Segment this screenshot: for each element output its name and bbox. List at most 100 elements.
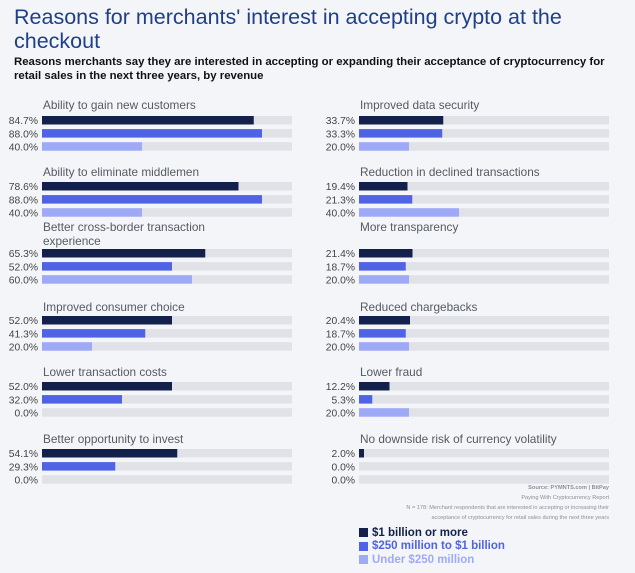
category-label: Lower transaction costs (43, 365, 167, 379)
bar (359, 275, 409, 284)
category-group: Lower transaction costs 52.0% 32.0% 0.0% (9, 365, 292, 419)
bar (359, 342, 409, 351)
bar (42, 462, 116, 471)
category-group: More transparency 21.4% 18.7% 20.0% (326, 220, 609, 286)
bar-track (42, 329, 292, 338)
bar-track (359, 449, 609, 458)
category-group: Improved consumer choice 52.0% 41.3% 20.0% (9, 300, 292, 353)
bar (359, 408, 409, 417)
source-note: Source: PYMNTS.com | BitPay Paying With … (330, 483, 609, 523)
bar-track (42, 462, 292, 471)
bar-track (359, 462, 609, 471)
sample-note-1: N = 178: Merchant respondents that are i… (406, 505, 609, 511)
bar-track (359, 475, 609, 484)
bar-track (359, 249, 609, 258)
category-label: More transparency (360, 220, 458, 234)
legend-item: Under $250 million (359, 553, 505, 566)
category-label: Improved consumer choice (43, 300, 185, 314)
category-group: Ability to gain new customers 84.7% 88.0% 4… (9, 98, 292, 153)
bar (359, 249, 413, 258)
bar-track (42, 475, 292, 484)
chart-title: Reasons for merchants' interest in accep… (14, 5, 562, 53)
data-label: 5.3% (332, 395, 355, 406)
legend-swatch (359, 528, 368, 537)
bar (42, 195, 262, 204)
category-label: experience (43, 234, 101, 248)
bar (42, 249, 206, 258)
bar (359, 116, 444, 125)
bar (42, 382, 172, 391)
bar (42, 329, 146, 338)
category-group: Reduced chargebacks 20.4% 18.7% 20.0% (326, 300, 609, 353)
category-label: Ability to gain new customers (43, 98, 196, 112)
data-label: 32.0% (9, 395, 38, 406)
bar-track (359, 275, 609, 284)
category-label: Improved data security (360, 98, 479, 112)
bar (42, 275, 192, 284)
data-label: 52.0% (9, 316, 38, 327)
bar (359, 449, 364, 458)
data-label: 20.4% (326, 316, 355, 327)
category-label: Better opportunity to invest (43, 432, 184, 446)
bar (42, 129, 262, 138)
legend-label: Under $250 million (372, 553, 475, 566)
bar (42, 208, 142, 217)
data-label: 20.0% (326, 408, 355, 419)
data-label: 60.0% (9, 275, 38, 286)
legend-label: $250 million to $1 billion (372, 540, 505, 552)
bar-track (42, 342, 292, 351)
bar-track (42, 208, 292, 217)
bar-track (359, 129, 609, 138)
data-label: 52.0% (9, 382, 38, 393)
bar (359, 316, 410, 325)
category-label: Ability to eliminate middlemen (43, 165, 199, 179)
bar-track (359, 329, 609, 338)
category-label: Better cross-border transaction (43, 220, 205, 234)
data-label: 0.0% (15, 408, 38, 419)
data-label: 20.0% (326, 142, 355, 153)
bar (359, 195, 413, 204)
bar-track (359, 208, 609, 217)
legend-label: $1 billion or more (372, 526, 468, 539)
data-label: 54.1% (9, 449, 38, 460)
category-group: Lower fraud 12.2% 5.3% 20.0% (326, 365, 609, 419)
bar-track (359, 342, 609, 351)
data-label: 20.0% (9, 342, 38, 353)
data-label: 20.0% (326, 275, 355, 286)
data-label: 29.3% (9, 462, 38, 473)
bar (359, 129, 443, 138)
data-label: 52.0% (9, 262, 38, 273)
bar (359, 329, 406, 338)
category-group: No downside risk of currency volatility 2… (332, 432, 609, 486)
bar-track (42, 142, 292, 151)
data-label: 0.0% (15, 475, 38, 486)
bar-track (359, 142, 609, 151)
bar (42, 182, 239, 191)
bar-track (359, 395, 609, 404)
data-label: 2.0% (332, 449, 355, 460)
data-label: 40.0% (9, 142, 38, 153)
bar-track (42, 395, 292, 404)
legend-swatch (359, 555, 368, 564)
data-label: 88.0% (9, 195, 38, 206)
bar (359, 142, 409, 151)
bar-track (359, 262, 609, 271)
data-label: 19.4% (326, 182, 355, 193)
data-label: 20.0% (326, 342, 355, 353)
bar (42, 342, 92, 351)
bar-track (359, 116, 609, 125)
data-label: 40.0% (9, 208, 38, 219)
bar (359, 262, 406, 271)
data-label: 88.0% (9, 129, 38, 140)
legend-item: $1 billion or more (359, 526, 505, 539)
category-group: Reduction in declined transactions 19.4% 2… (326, 165, 609, 219)
data-label: 0.0% (332, 462, 355, 473)
bar (359, 395, 373, 404)
category-group: Improved data security 33.7% 33.3% 20.0% (326, 98, 609, 153)
bar-track (359, 382, 609, 391)
chart-subtitle: Reasons merchants say they are intereste… (14, 56, 605, 82)
category-label: No downside risk of currency volatility (360, 432, 557, 446)
bar-track (359, 195, 609, 204)
data-label: 33.7% (326, 116, 355, 127)
